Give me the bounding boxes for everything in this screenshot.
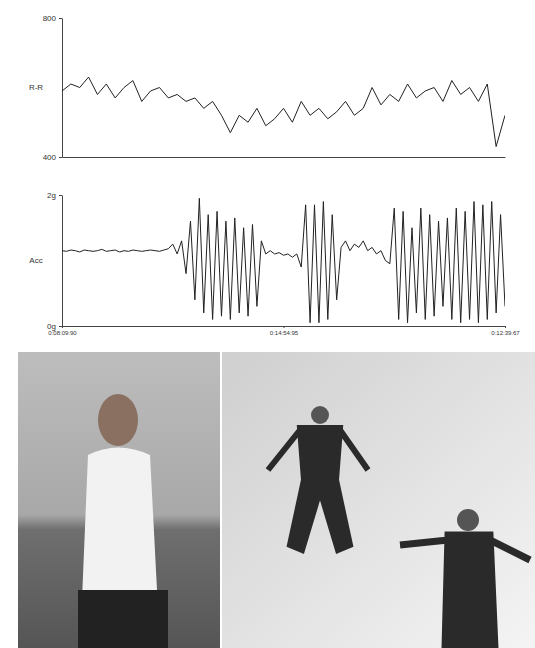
y-axis-line <box>62 19 63 158</box>
tick-mark <box>59 326 62 327</box>
photo-left <box>18 352 220 648</box>
y-axis: 0g2g <box>47 191 62 331</box>
tick-label: 0:14:54:95 <box>270 330 299 336</box>
chart-panel: 0g2g0:08:09:90 0:14:54:95 0:12:39:67 Acc <box>29 191 520 336</box>
plot-area <box>62 77 505 147</box>
tick-label: 2g <box>47 191 56 200</box>
photo-diver <box>268 428 368 550</box>
x-axis-line <box>63 157 506 158</box>
photo-harness <box>78 590 168 648</box>
photo-right <box>222 352 535 648</box>
photo-diver <box>400 535 530 648</box>
tick-label: 800 <box>43 14 57 23</box>
tick: 0:08:09:90 <box>48 326 77 336</box>
tick: 0:12:39:67 <box>491 326 520 336</box>
photo-head <box>98 394 138 446</box>
tick-label: 0:08:09:90 <box>48 330 77 336</box>
tick: 0:14:54:95 <box>270 326 299 336</box>
tick-label: 0:12:39:67 <box>491 330 520 336</box>
tick-label: 400 <box>43 153 57 162</box>
chart-panel: 400 800 R-R <box>29 14 506 162</box>
tick: 2g <box>47 191 62 200</box>
x-axis: 0:08:09:90 0:14:54:95 0:12:39:67 <box>48 326 520 336</box>
axis-title: R-R <box>29 83 43 92</box>
photos <box>18 352 535 648</box>
photo-diver-head <box>311 406 329 424</box>
photo-diver-head <box>457 509 479 531</box>
tick: 400 <box>43 153 62 162</box>
tick-mark <box>284 326 285 328</box>
tick-mark <box>59 195 62 196</box>
plot-area <box>62 198 505 322</box>
tick-mark <box>59 18 62 19</box>
figure: 400 800 R-R 0g2g0:08:09:90 0:14:54:95 0:12:39… <box>0 0 535 648</box>
data-line <box>62 77 505 147</box>
tick-mark <box>505 326 506 328</box>
x-axis-line <box>63 326 506 327</box>
tick: 800 <box>43 14 62 23</box>
data-line <box>62 198 505 322</box>
y-axis-line <box>62 196 63 327</box>
tick-mark <box>59 157 62 158</box>
x-axis <box>63 157 506 158</box>
axis-title: Acc <box>29 256 42 265</box>
y-axis: 400 800 <box>43 14 63 162</box>
tick-mark <box>62 326 63 328</box>
